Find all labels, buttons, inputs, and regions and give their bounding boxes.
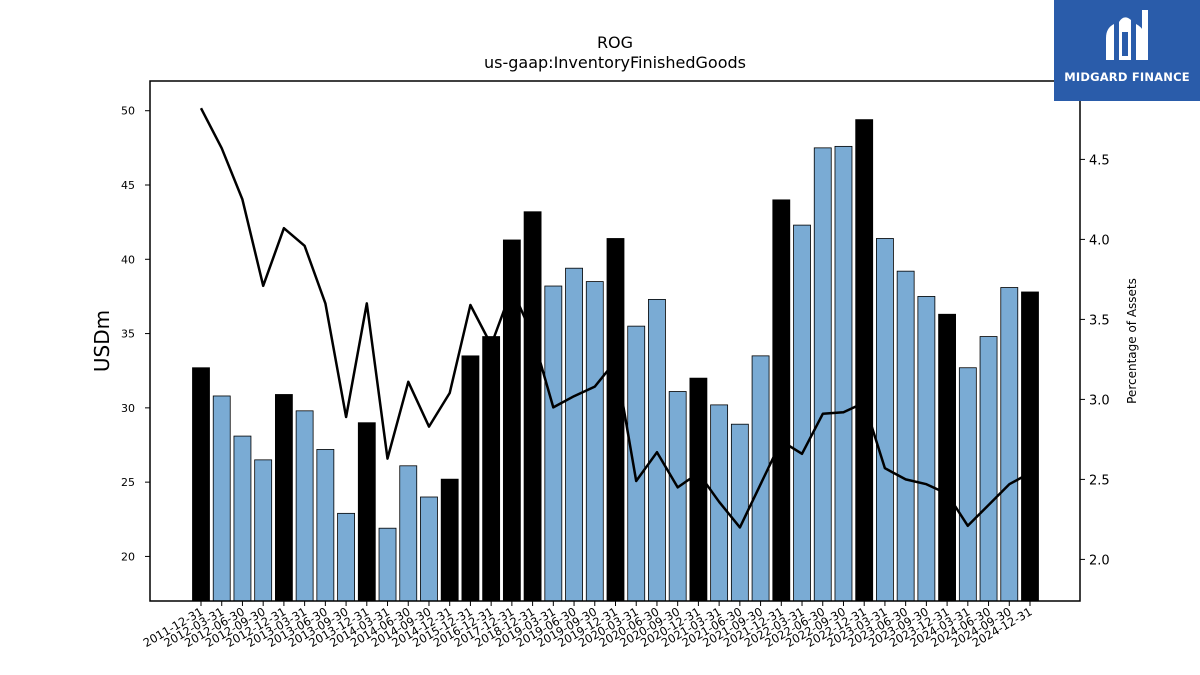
bar-2020-12-31 bbox=[689, 377, 708, 602]
y2-tick-label: 2.0 bbox=[1089, 553, 1110, 568]
bar-2014-06-30 bbox=[399, 465, 418, 602]
bar-2020-03-31 bbox=[627, 325, 646, 602]
y-axis-right: 2.0 2.5 3.0 3.5 4.0 4.5 bbox=[1080, 153, 1110, 568]
bar-2012-03-31 bbox=[212, 395, 231, 602]
bar-2013-12-31 bbox=[357, 422, 376, 602]
x-axis: 2011-12-312012-03-312012-06-302012-09-30… bbox=[141, 601, 1035, 650]
midgard-finance-logo: MIDGARD FINANCE bbox=[1054, 0, 1200, 101]
bar-2024-06-30 bbox=[979, 336, 998, 602]
bar-2022-03-31 bbox=[793, 224, 811, 602]
bar-2013-03-31 bbox=[295, 410, 314, 602]
logo-mark-icon bbox=[1106, 10, 1148, 60]
bar-2012-12-31 bbox=[274, 394, 293, 602]
y-axis-label: USDm bbox=[90, 310, 114, 372]
bar-series bbox=[192, 119, 1039, 602]
y-tick-label: 20 bbox=[121, 550, 135, 563]
y-tick-label: 40 bbox=[121, 253, 135, 266]
bar-2013-06-30 bbox=[316, 449, 335, 602]
y-tick-label: 35 bbox=[121, 328, 135, 341]
bar-2013-09-30 bbox=[337, 512, 355, 602]
bar-2020-06-30 bbox=[648, 298, 666, 602]
bar-2015-12-31 bbox=[461, 355, 480, 602]
y-tick-label: 25 bbox=[121, 476, 135, 489]
bar-2019-03-31 bbox=[544, 285, 563, 602]
bar-2014-09-30 bbox=[420, 496, 438, 602]
bar-2023-06-30 bbox=[896, 270, 915, 602]
y-tick-label: 30 bbox=[121, 402, 135, 415]
bar-2016-12-31 bbox=[482, 336, 501, 602]
y2-tick-label: 4.0 bbox=[1089, 233, 1110, 248]
y2-tick-label: 3.5 bbox=[1089, 313, 1110, 328]
bar-2021-09-30 bbox=[751, 355, 770, 602]
bar-2012-09-30 bbox=[254, 459, 273, 602]
bar-2012-06-30 bbox=[233, 435, 252, 602]
logo-text: MIDGARD FINANCE bbox=[1064, 70, 1190, 84]
bar-2022-06-30 bbox=[813, 147, 832, 602]
chart-title: ROG bbox=[597, 33, 633, 52]
bar-2023-03-31 bbox=[876, 238, 894, 602]
bar-2023-12-31 bbox=[938, 313, 956, 602]
bar-2024-03-31 bbox=[958, 367, 977, 602]
percentage-line bbox=[199, 107, 1031, 529]
y2-tick-label: 3.0 bbox=[1089, 393, 1110, 408]
bar-2019-12-31 bbox=[606, 238, 625, 602]
bar-2019-06-30 bbox=[565, 267, 583, 602]
bar-2018-12-31 bbox=[523, 211, 542, 602]
bar-2020-09-30 bbox=[668, 391, 687, 602]
bar-2014-12-31 bbox=[440, 478, 459, 602]
bar-2014-03-31 bbox=[378, 527, 397, 602]
y-axis-left: 20 25 30 35 40 45 50 bbox=[121, 105, 150, 563]
bar-2017-12-31 bbox=[502, 239, 521, 602]
y2-tick-label: 2.5 bbox=[1089, 473, 1110, 488]
bar-2019-09-30 bbox=[585, 281, 604, 602]
y-tick-label: 50 bbox=[121, 105, 135, 118]
line-series bbox=[199, 107, 1031, 529]
y2-axis-label: Percentage of Assets bbox=[1125, 278, 1139, 404]
bar-2023-09-30 bbox=[917, 296, 936, 602]
bar-2022-09-30 bbox=[834, 145, 853, 602]
chart-subtitle: us-gaap:InventoryFinishedGoods bbox=[484, 53, 746, 72]
bar-2011-12-31 bbox=[192, 367, 210, 602]
bar-2024-12-31 bbox=[1021, 291, 1039, 602]
bar-2021-12-31 bbox=[772, 199, 791, 602]
bar-2022-12-31 bbox=[855, 119, 874, 602]
bar-2024-09-30 bbox=[1000, 287, 1019, 602]
y-tick-label: 45 bbox=[121, 179, 135, 192]
y2-tick-label: 4.5 bbox=[1089, 153, 1110, 168]
